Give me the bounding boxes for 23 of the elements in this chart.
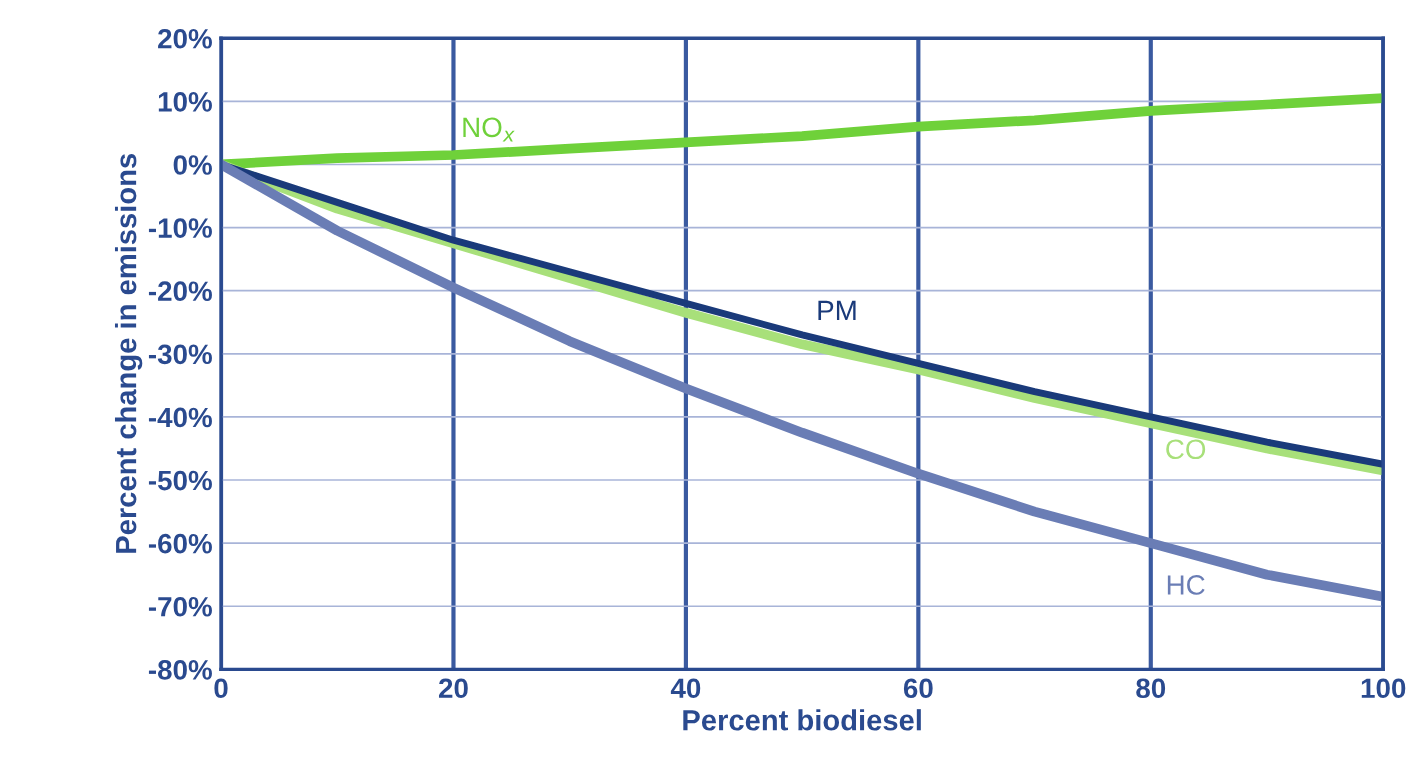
x-tick-label: 20 xyxy=(438,678,468,699)
y-tick-label: -50% xyxy=(148,470,212,491)
y-tick-label: -40% xyxy=(148,407,212,428)
series-label: NO$_{x}$ xyxy=(463,117,515,142)
series-label: CO xyxy=(1166,439,1206,460)
x-axis-title: Percent biodiesel xyxy=(683,709,921,731)
x-tick-label: 40 xyxy=(670,678,701,699)
y-tick-label: 0% xyxy=(173,155,212,175)
y-tick-label: -20% xyxy=(148,281,212,302)
series-label: PM xyxy=(818,300,856,320)
y-axis-title: Percent change in emissions xyxy=(114,154,143,553)
series-label: HC xyxy=(1167,575,1205,595)
y-tick-label: -70% xyxy=(148,596,212,617)
x-tick-label: 60 xyxy=(903,678,933,699)
y-tick-label: -30% xyxy=(148,344,212,365)
y-tick-label: -10% xyxy=(148,218,212,238)
x-tick-label: 0 xyxy=(214,678,228,699)
y-tick-label: 10% xyxy=(158,92,212,112)
y-tick-label: -60% xyxy=(148,533,212,554)
y-tick-label: -80% xyxy=(148,660,212,680)
x-tick-label: 100 xyxy=(1361,678,1406,699)
y-tick-label: 20% xyxy=(158,28,212,49)
x-tick-label: 80 xyxy=(1136,678,1166,699)
